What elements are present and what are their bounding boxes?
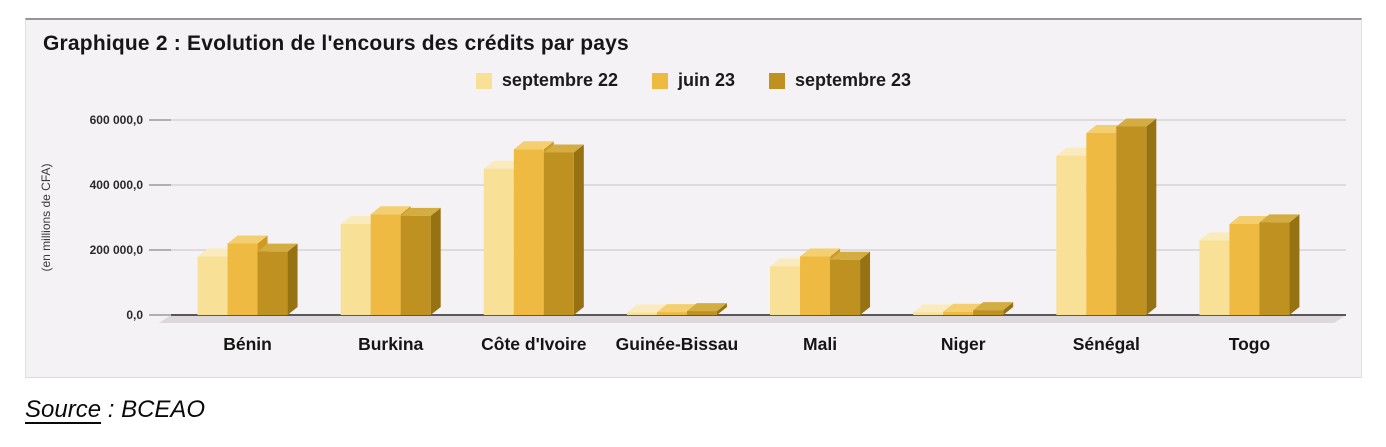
y-tick-label: 600 000,0: [90, 113, 144, 127]
bar-top-face: [227, 235, 268, 244]
bar-top-face: [543, 144, 584, 153]
bar: [483, 168, 514, 315]
category-label: Niger: [941, 334, 986, 354]
bar: [513, 149, 544, 315]
legend-label: juin 23: [677, 70, 735, 90]
bar-side-face: [573, 144, 584, 315]
bar-top-face: [257, 243, 298, 252]
bar: [400, 215, 431, 315]
bar: [800, 256, 831, 315]
source-separator: :: [101, 396, 122, 423]
category-label: Bénin: [223, 334, 272, 354]
bar: [686, 311, 717, 315]
bar-top-face: [943, 303, 984, 312]
bar-side-face: [1289, 214, 1300, 315]
legend-label: septembre 22: [501, 70, 618, 90]
legend-item-septembre-23: septembre 23: [769, 70, 911, 91]
bar-top-face: [830, 251, 871, 260]
bar: [656, 312, 687, 315]
bar-top-face: [1116, 118, 1157, 127]
y-tick-label: 0,0: [126, 308, 143, 322]
chart-panel: Graphique 2 : Evolution de l'encours des…: [25, 18, 1362, 378]
bar: [370, 214, 401, 315]
source-value: BCEAO: [121, 396, 206, 423]
legend-swatch-septembre-23: [769, 72, 785, 89]
bar: [197, 256, 228, 315]
category-label: Mali: [803, 334, 837, 354]
bar: [1199, 240, 1230, 315]
bar: [626, 312, 657, 315]
legend-label: septembre 23: [795, 70, 912, 90]
y-tick-label: 400 000,0: [90, 178, 144, 192]
bar-side-face: [287, 243, 298, 315]
category-label: Togo: [1229, 334, 1270, 354]
category-label: Sénégal: [1073, 334, 1140, 354]
bar-top-face: [656, 304, 697, 313]
bar: [1056, 155, 1087, 315]
bar-top-face: [1229, 216, 1270, 224]
bar: [830, 259, 861, 315]
bar: [1116, 126, 1147, 315]
bar: [770, 266, 801, 315]
bar-side-face: [716, 303, 727, 315]
legend-item-septembre-22: septembre 22: [475, 70, 618, 91]
bar: [543, 152, 574, 315]
legend-swatch-septembre-22: [475, 72, 492, 89]
bar-side-face: [430, 207, 441, 315]
bar-top-face: [800, 248, 841, 257]
y-axis-title: (en millions de CFA): [39, 163, 53, 271]
legend-swatch-juin-23: [651, 72, 668, 89]
chart-title: Graphique 2 : Evolution de l'encours des…: [43, 32, 629, 55]
category-label: Côte d'Ivoire: [481, 334, 587, 354]
bar: [1259, 222, 1290, 315]
bar-side-face: [1003, 302, 1014, 315]
bar-top-face: [370, 206, 411, 215]
bar: [227, 243, 258, 315]
category-label: Guinée-Bissau: [616, 334, 739, 354]
source-label: Source: [25, 396, 102, 423]
legend: septembre 22 juin 23 septembre 23: [26, 70, 1361, 91]
chart-floor: [159, 315, 1346, 323]
chart-canvas: 0,0 200 000,0 400 000,0 600 000,0 (en millio…: [39, 113, 1346, 354]
bar: [943, 311, 974, 315]
bar-top-face: [686, 303, 727, 312]
bar: [1229, 224, 1260, 315]
category-label: Burkina: [358, 334, 423, 354]
bar-top-face: [1259, 214, 1300, 223]
bar-top-face: [400, 207, 441, 216]
bar-top-face: [626, 304, 667, 313]
legend-item-juin-23: juin 23: [651, 70, 735, 91]
bar-top-face: [913, 304, 954, 313]
bar: [913, 312, 944, 315]
bar-side-face: [860, 251, 871, 315]
bar-side-face: [1146, 118, 1157, 315]
y-tick-label: 200 000,0: [90, 243, 144, 257]
bar: [1086, 133, 1117, 315]
bar: [340, 224, 371, 315]
bar-top-face: [973, 302, 1014, 311]
bar: [257, 251, 288, 315]
bar: [973, 310, 1004, 315]
bar-top-face: [513, 141, 554, 150]
source-line: Source : BCEAO: [25, 396, 205, 424]
